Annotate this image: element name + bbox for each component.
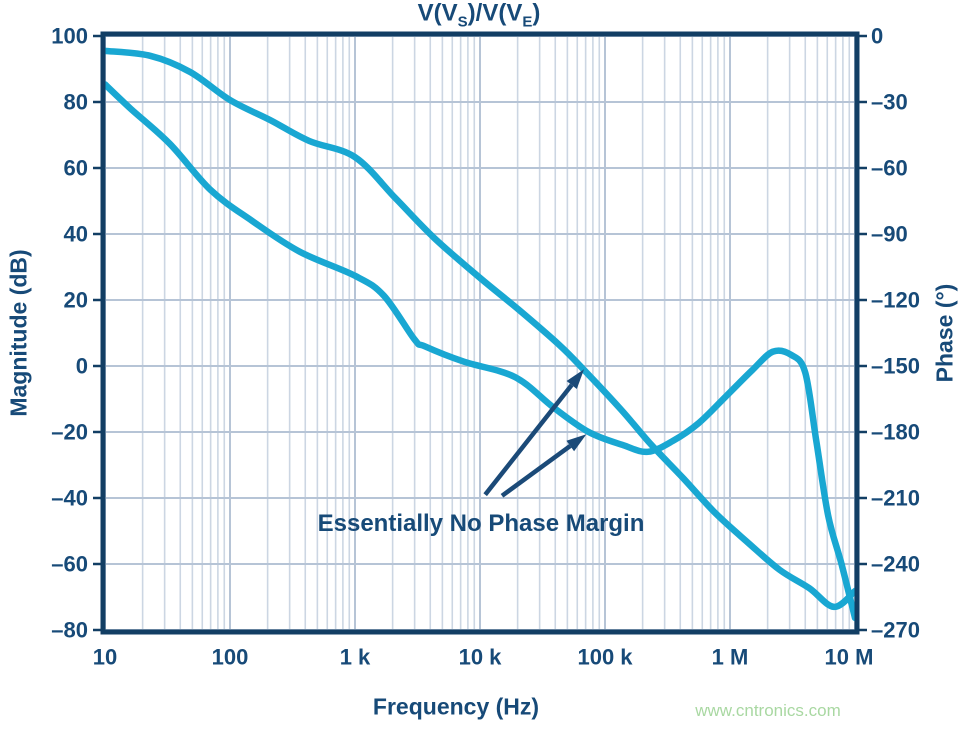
phase-tick-label: –180 [871,420,920,445]
phase-tick-label: –210 [871,486,920,511]
phase-tick-label: –90 [871,222,908,247]
frequency-axis-label: Frequency (Hz) [372,693,540,720]
frequency-tick-label: 1 k [340,645,371,670]
magnitude-tick-label: –40 [51,486,88,511]
frequency-tick-label: 10 M [825,645,874,670]
chart-title: V(VS)/V(VE) [418,0,541,30]
phase-axis-label: Phase (°) [931,283,958,383]
annotation-arrow-head [566,434,587,452]
phase-tick-label: –150 [871,354,920,379]
plot-frame [100,31,860,635]
magnitude-curve [103,47,857,611]
magnitude-tick-label: 60 [64,156,88,181]
magnitude-tick-label: 100 [51,24,88,49]
magnitude-tick-label: 80 [64,90,88,115]
frequency-tick-label: 10 [93,645,117,670]
title-part: ) [532,0,541,27]
phase-tick-label: –120 [871,288,920,313]
title-part: V(V [417,0,458,27]
magnitude-tick-label: –80 [51,618,88,643]
magnitude-tick-label: –20 [51,420,88,445]
annotation-no-phase-margin: Essentially No Phase Margin [317,510,645,537]
annotation-arrow-shaft [483,383,574,497]
magnitude-axis-label: Magnitude (dB) [5,249,32,417]
frequency-tick-label: 100 k [577,645,633,670]
phase-tick-label: –60 [871,156,908,181]
magnitude-tick-label: 0 [76,354,88,379]
frequency-tick-label: 100 [212,645,249,670]
phase-tick-label: –240 [871,552,920,577]
phase-curve [103,81,857,622]
frequency-tick-label: 10 k [459,645,503,670]
phase-tick-label: 0 [871,24,883,49]
magnitude-tick-label: 20 [64,288,88,313]
title-part: )/V(V [467,0,523,27]
annotation-arrow-head [566,369,585,390]
frequency-tick-label: 1 M [712,645,749,670]
phase-tick-label: –270 [871,618,920,643]
phase-tick-label: –30 [871,90,908,115]
watermark: www.cntronics.com [695,701,841,720]
magnitude-tick-label: 40 [64,222,88,247]
title-subscript: E [522,13,533,31]
title-subscript: S [457,13,468,31]
magnitude-tick-label: –60 [51,552,88,577]
annotation-arrow-shaft [500,444,572,498]
